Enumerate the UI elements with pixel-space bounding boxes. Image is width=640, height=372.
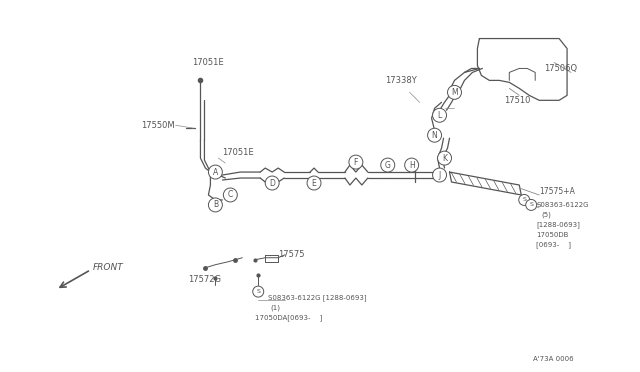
- Text: 17575: 17575: [278, 250, 305, 259]
- Text: C: C: [228, 190, 233, 199]
- Text: S: S: [522, 198, 526, 202]
- Text: 17338Y: 17338Y: [385, 76, 417, 85]
- Text: G: G: [385, 161, 390, 170]
- Text: H: H: [409, 161, 415, 170]
- Text: [0693-    ]: [0693- ]: [536, 241, 571, 248]
- Text: S08363-6122G: S08363-6122G: [536, 202, 589, 208]
- Circle shape: [433, 108, 447, 122]
- Text: 17510: 17510: [504, 96, 531, 105]
- Text: A'73A 0006: A'73A 0006: [533, 356, 574, 362]
- Text: 17050DA[0693-    ]: 17050DA[0693- ]: [255, 314, 323, 321]
- Text: 17550M: 17550M: [141, 121, 174, 130]
- Text: E: E: [312, 179, 316, 187]
- Circle shape: [307, 176, 321, 190]
- Text: S: S: [256, 289, 260, 294]
- Text: J: J: [438, 170, 441, 180]
- Circle shape: [381, 158, 395, 172]
- Text: 17051E: 17051E: [193, 58, 224, 67]
- Text: L: L: [437, 111, 442, 120]
- Circle shape: [253, 286, 264, 297]
- Circle shape: [525, 199, 537, 211]
- Text: A: A: [212, 167, 218, 177]
- Circle shape: [447, 86, 461, 99]
- Text: F: F: [354, 158, 358, 167]
- Circle shape: [265, 176, 279, 190]
- Text: K: K: [442, 154, 447, 163]
- Circle shape: [404, 158, 419, 172]
- Text: 17051E: 17051E: [222, 148, 254, 157]
- Text: (1): (1): [270, 304, 280, 311]
- Text: S: S: [529, 202, 533, 208]
- Text: S08363-6122G [1288-0693]: S08363-6122G [1288-0693]: [268, 294, 367, 301]
- Text: M: M: [451, 88, 458, 97]
- Circle shape: [209, 198, 222, 212]
- Text: [1288-0693]: [1288-0693]: [536, 221, 580, 228]
- Circle shape: [519, 195, 530, 205]
- Text: 17050DB: 17050DB: [536, 232, 568, 238]
- Text: (5): (5): [541, 212, 551, 218]
- Text: 17506Q: 17506Q: [544, 64, 577, 73]
- Circle shape: [433, 168, 447, 182]
- Text: 17572G: 17572G: [189, 275, 221, 284]
- Circle shape: [428, 128, 442, 142]
- Circle shape: [349, 155, 363, 169]
- Circle shape: [223, 188, 237, 202]
- Text: B: B: [213, 201, 218, 209]
- Text: D: D: [269, 179, 275, 187]
- Text: FRONT: FRONT: [93, 263, 124, 272]
- Circle shape: [438, 151, 451, 165]
- Text: 17575+A: 17575+A: [539, 187, 575, 196]
- Circle shape: [209, 165, 222, 179]
- Text: N: N: [432, 131, 438, 140]
